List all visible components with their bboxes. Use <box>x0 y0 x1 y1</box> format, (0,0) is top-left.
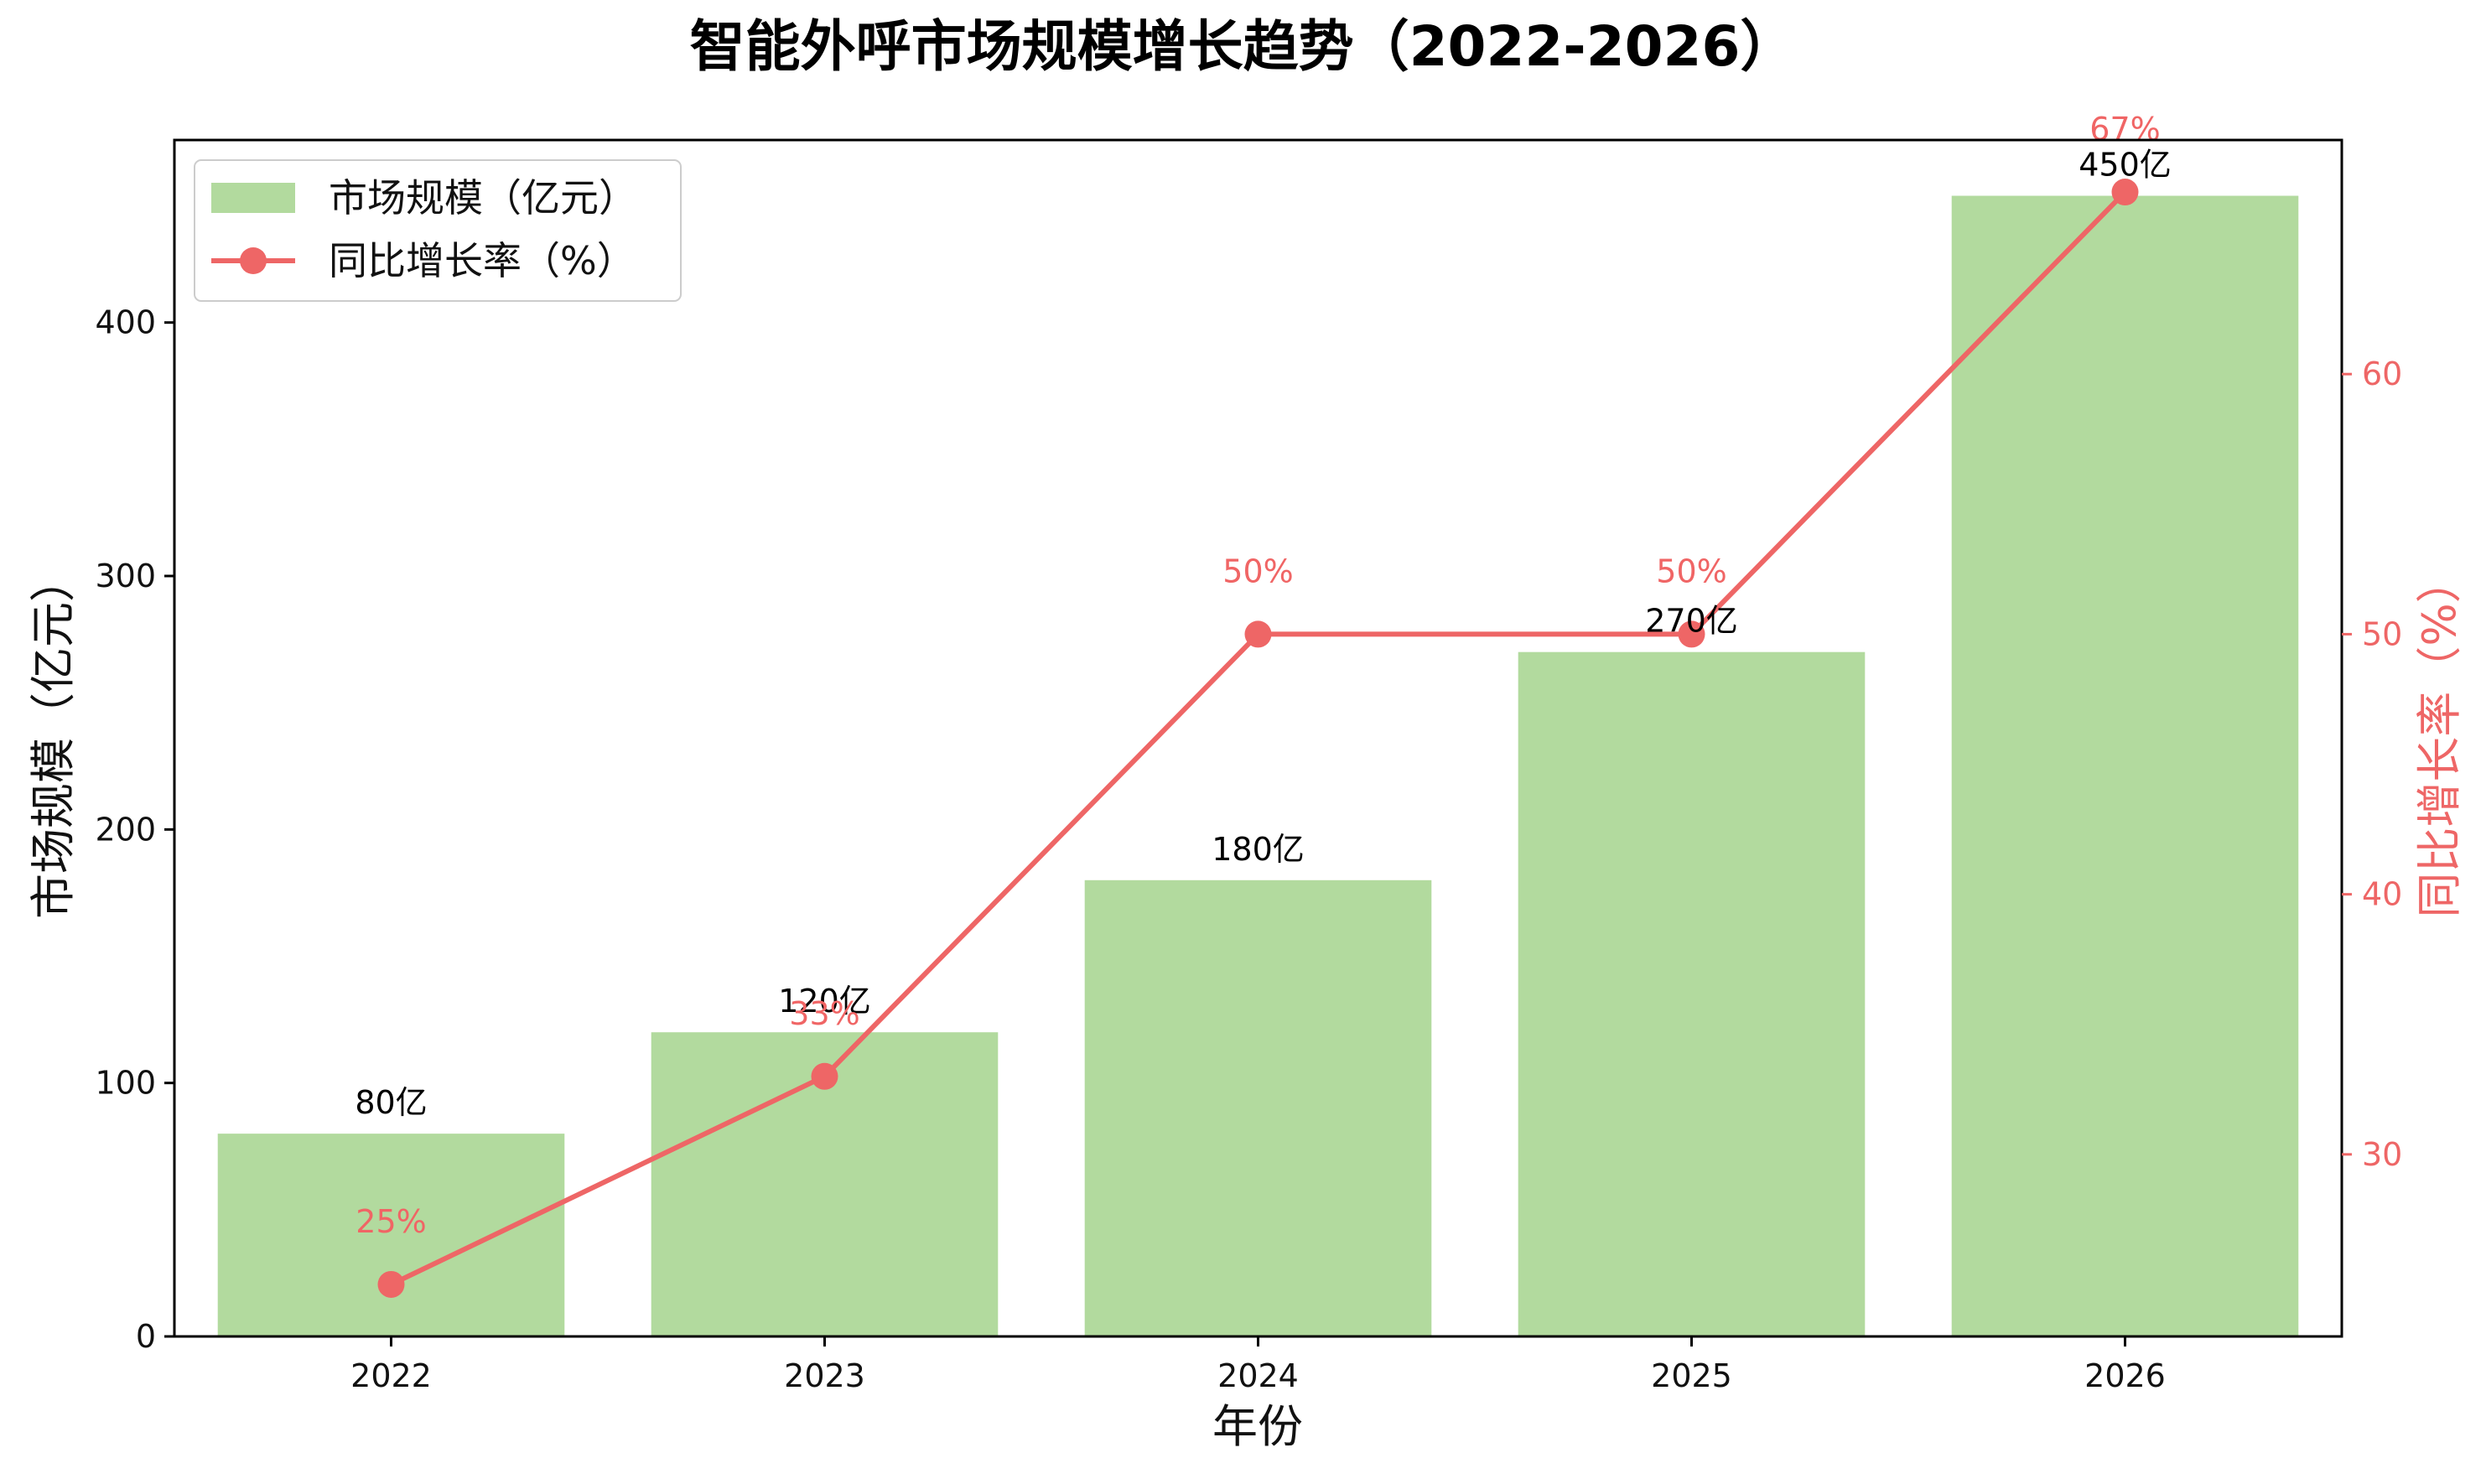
bar-value-label-2025: 270亿 <box>1645 603 1738 640</box>
growth-value-label-2022: 25% <box>356 1203 426 1240</box>
growth-point-2024 <box>1244 620 1272 648</box>
bar-2022 <box>217 1134 565 1336</box>
legend-box <box>194 159 682 302</box>
left-tick-label-300: 300 <box>95 558 156 594</box>
left-y-axis: 0 100 200 300 400 <box>95 304 174 1355</box>
left-y-axis-title: 市场规模（亿元） <box>27 557 80 919</box>
right-tick-label-40: 40 <box>2362 876 2402 913</box>
x-axis-title: 年份 <box>1212 1400 1303 1453</box>
right-tick-label-30: 30 <box>2362 1136 2402 1173</box>
x-axis: 2022 2023 2024 2025 2026 <box>350 1336 2166 1394</box>
growth-point-2022 <box>377 1270 405 1298</box>
x-tick-label-2022: 2022 <box>350 1357 432 1394</box>
legend-bar-label: 市场规模（亿元） <box>329 175 637 221</box>
left-tick-label-100: 100 <box>95 1065 156 1102</box>
x-tick-label-2023: 2023 <box>784 1357 865 1394</box>
growth-value-label-2023: 33% <box>789 995 859 1032</box>
data-labels-layer: 80亿 120亿 180亿 270亿 450亿 25% 33% 50% 50% 67% <box>355 111 2171 1240</box>
left-tick-label-0: 0 <box>136 1318 156 1355</box>
legend: 市场规模（亿元） 同比增长率（%） <box>194 159 682 302</box>
chart-title: 智能外呼市场规模增长趋势（2022-2026） <box>690 14 1796 79</box>
bar-value-label-2026: 450亿 <box>2079 147 2172 184</box>
legend-line-marker <box>240 247 267 274</box>
bar-value-label-2024: 180亿 <box>1212 831 1305 868</box>
right-y-axis-title: 同比增长率（%） <box>2413 558 2466 917</box>
growth-line-layer <box>377 179 2139 1298</box>
growth-point-2026 <box>2111 179 2139 206</box>
legend-bar-swatch <box>211 183 295 213</box>
bar-2025 <box>1518 651 1866 1336</box>
x-tick-label-2026: 2026 <box>2084 1357 2166 1394</box>
bar-2024 <box>1084 880 1432 1336</box>
right-y-axis: 30 40 50 60 <box>2342 355 2402 1173</box>
right-tick-label-50: 50 <box>2362 615 2402 652</box>
x-tick-label-2024: 2024 <box>1217 1357 1299 1394</box>
left-tick-label-200: 200 <box>95 811 156 848</box>
growth-value-label-2024: 50% <box>1222 553 1293 589</box>
bar-value-label-2023: 120亿 <box>778 983 871 1020</box>
right-tick-label-60: 60 <box>2362 355 2402 392</box>
x-tick-label-2025: 2025 <box>1651 1357 1732 1394</box>
growth-value-label-2025: 50% <box>1656 553 1726 589</box>
bar-2026 <box>1951 195 2299 1337</box>
bar-value-label-2022: 80亿 <box>355 1084 427 1121</box>
growth-point-2025 <box>1678 620 1705 648</box>
bars-layer <box>217 195 2299 1337</box>
left-tick-label-400: 400 <box>95 304 156 341</box>
growth-point-2023 <box>811 1062 838 1090</box>
growth-value-label-2026: 67% <box>2089 111 2160 148</box>
legend-line-label: 同比增长率（%） <box>329 238 636 283</box>
